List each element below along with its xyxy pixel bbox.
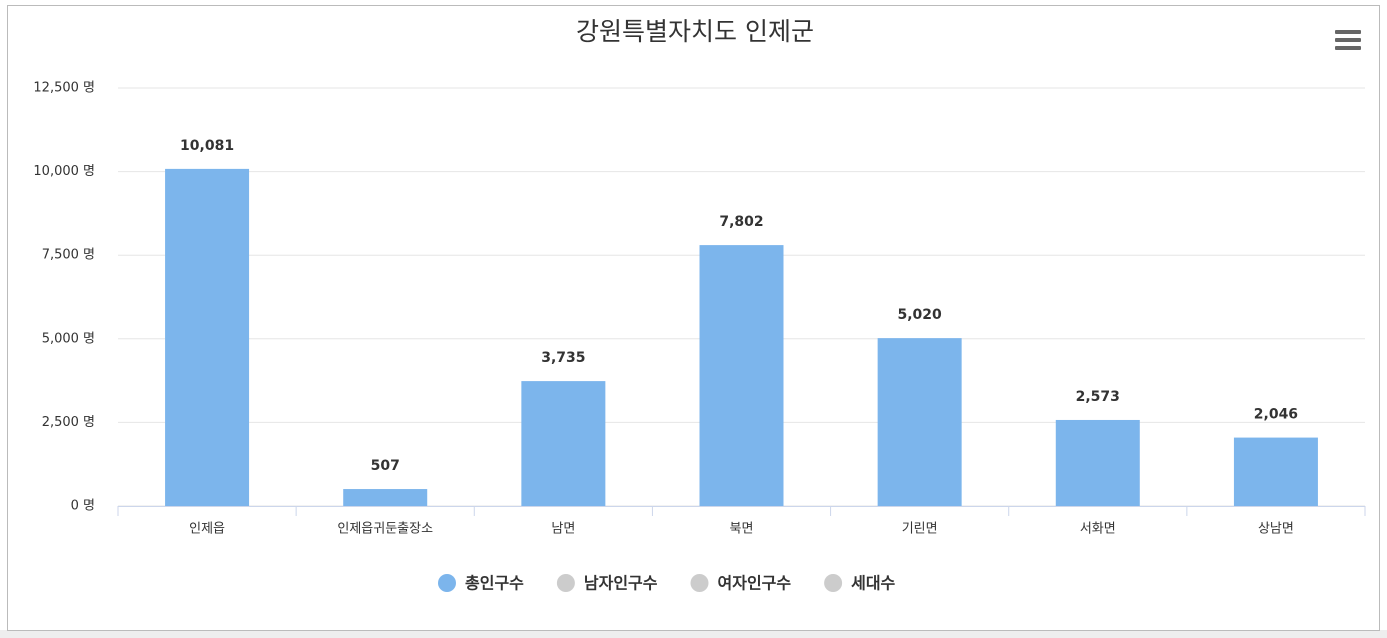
x-tick-label: 북면	[730, 522, 754, 537]
legend-marker[interactable]	[438, 574, 456, 592]
y-tick-label: 0 명	[71, 499, 95, 514]
bar	[165, 168, 250, 506]
legend-marker[interactable]	[556, 574, 575, 592]
data-label: 10,081	[180, 138, 234, 154]
chart-title: 강원특별자치도 인제군	[576, 17, 814, 46]
x-tick-label: 인제읍귀둔출장소	[337, 522, 433, 537]
bar	[343, 489, 428, 506]
bar	[521, 381, 606, 506]
x-tick-label: 기린면	[902, 522, 938, 537]
menu-button[interactable]	[1335, 30, 1361, 50]
data-label: 5,020	[897, 307, 942, 323]
legend-label[interactable]: 총인구수	[465, 574, 524, 593]
legend-label[interactable]: 세대수	[851, 574, 895, 593]
legend-marker[interactable]	[690, 574, 709, 592]
x-tick-label: 인제읍	[189, 522, 225, 537]
legend-marker[interactable]	[824, 574, 843, 592]
frame	[7, 5, 1380, 631]
legend-label[interactable]: 여자인구수	[718, 574, 792, 593]
data-label: 2,573	[1076, 389, 1120, 405]
x-tick-label: 상남면	[1258, 522, 1294, 537]
x-tick-label: 서화면	[1080, 522, 1116, 537]
x-tick-label: 남면	[551, 522, 575, 537]
bar	[1233, 437, 1318, 506]
bar	[699, 245, 784, 506]
y-tick-label: 7,500 명	[42, 248, 95, 263]
data-label: 7,802	[719, 214, 763, 230]
bar	[1055, 419, 1140, 506]
data-label: 507	[371, 458, 400, 474]
y-tick-label: 10,000 명	[33, 164, 95, 179]
data-label: 2,046	[1254, 407, 1298, 423]
y-tick-label: 5,000 명	[42, 331, 95, 346]
bottom-strip	[0, 630, 1387, 638]
data-label: 3,735	[541, 350, 585, 366]
bar	[877, 338, 962, 506]
legend-label[interactable]: 남자인구수	[584, 574, 658, 593]
y-tick-label: 2,500 명	[42, 415, 95, 430]
y-tick-label: 12,500 명	[33, 81, 95, 96]
